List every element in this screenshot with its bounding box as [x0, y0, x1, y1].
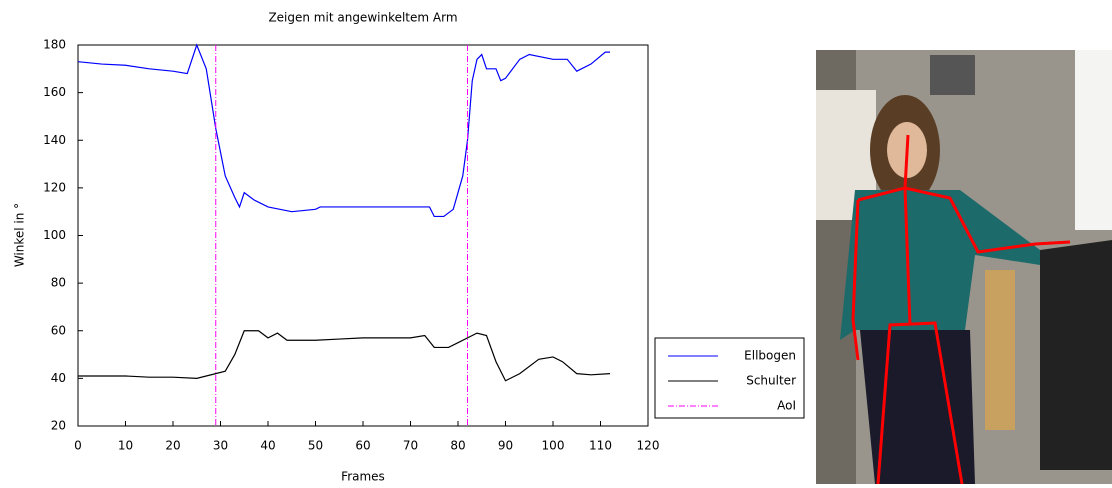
legend-label: Ellbogen	[744, 349, 796, 363]
x-tick-label: 90	[498, 439, 513, 453]
x-axis-label: Frames	[341, 470, 385, 484]
skeleton-arms-top	[857, 186, 1071, 254]
x-tick-label: 0	[74, 439, 82, 453]
x-tick-label: 100	[542, 439, 565, 453]
photo-sweater	[840, 190, 1040, 340]
x-tick-label: 20	[165, 439, 180, 453]
series-line	[78, 330, 611, 382]
photo-chair	[1040, 240, 1112, 470]
x-tick-label: 50	[308, 439, 323, 453]
legend-label: AoI	[777, 399, 796, 413]
y-tick-label: 180	[43, 38, 66, 52]
photo-cabinet	[985, 270, 1015, 430]
y-tick-label: 140	[43, 133, 66, 147]
y-tick-label: 20	[51, 419, 66, 433]
chart-title: Zeigen mit angewinkeltem Arm	[268, 11, 457, 25]
x-tick-label: 120	[637, 439, 660, 453]
x-tick-label: 40	[260, 439, 275, 453]
y-tick-label: 120	[43, 180, 66, 194]
plot-frame	[77, 44, 649, 427]
y-tick-label: 100	[43, 228, 66, 242]
photo-jeans	[860, 330, 975, 484]
y-tick-label: 40	[51, 371, 66, 385]
legend-label: Schulter	[746, 374, 796, 388]
x-tick-label: 110	[589, 439, 612, 453]
x-tick-label: 80	[450, 439, 465, 453]
y-tick-label: 60	[51, 323, 66, 337]
x-tick-label: 10	[118, 439, 133, 453]
y-tick-label: 80	[51, 276, 66, 290]
photo-skeleton	[851, 134, 1071, 485]
skeleton-left-arm	[851, 199, 860, 361]
y-axis-label: Winkel in °	[13, 203, 27, 267]
photo	[816, 50, 1112, 485]
x-tick-label: 60	[355, 439, 370, 453]
x-tick-label: 30	[213, 439, 228, 453]
series-line	[77, 43, 610, 218]
photo-monitor	[930, 55, 975, 95]
skeleton-legs	[876, 321, 964, 485]
photo-window	[1075, 50, 1112, 230]
legend-box	[654, 337, 805, 419]
y-tick-label: 160	[43, 85, 66, 99]
x-tick-label: 70	[403, 439, 418, 453]
